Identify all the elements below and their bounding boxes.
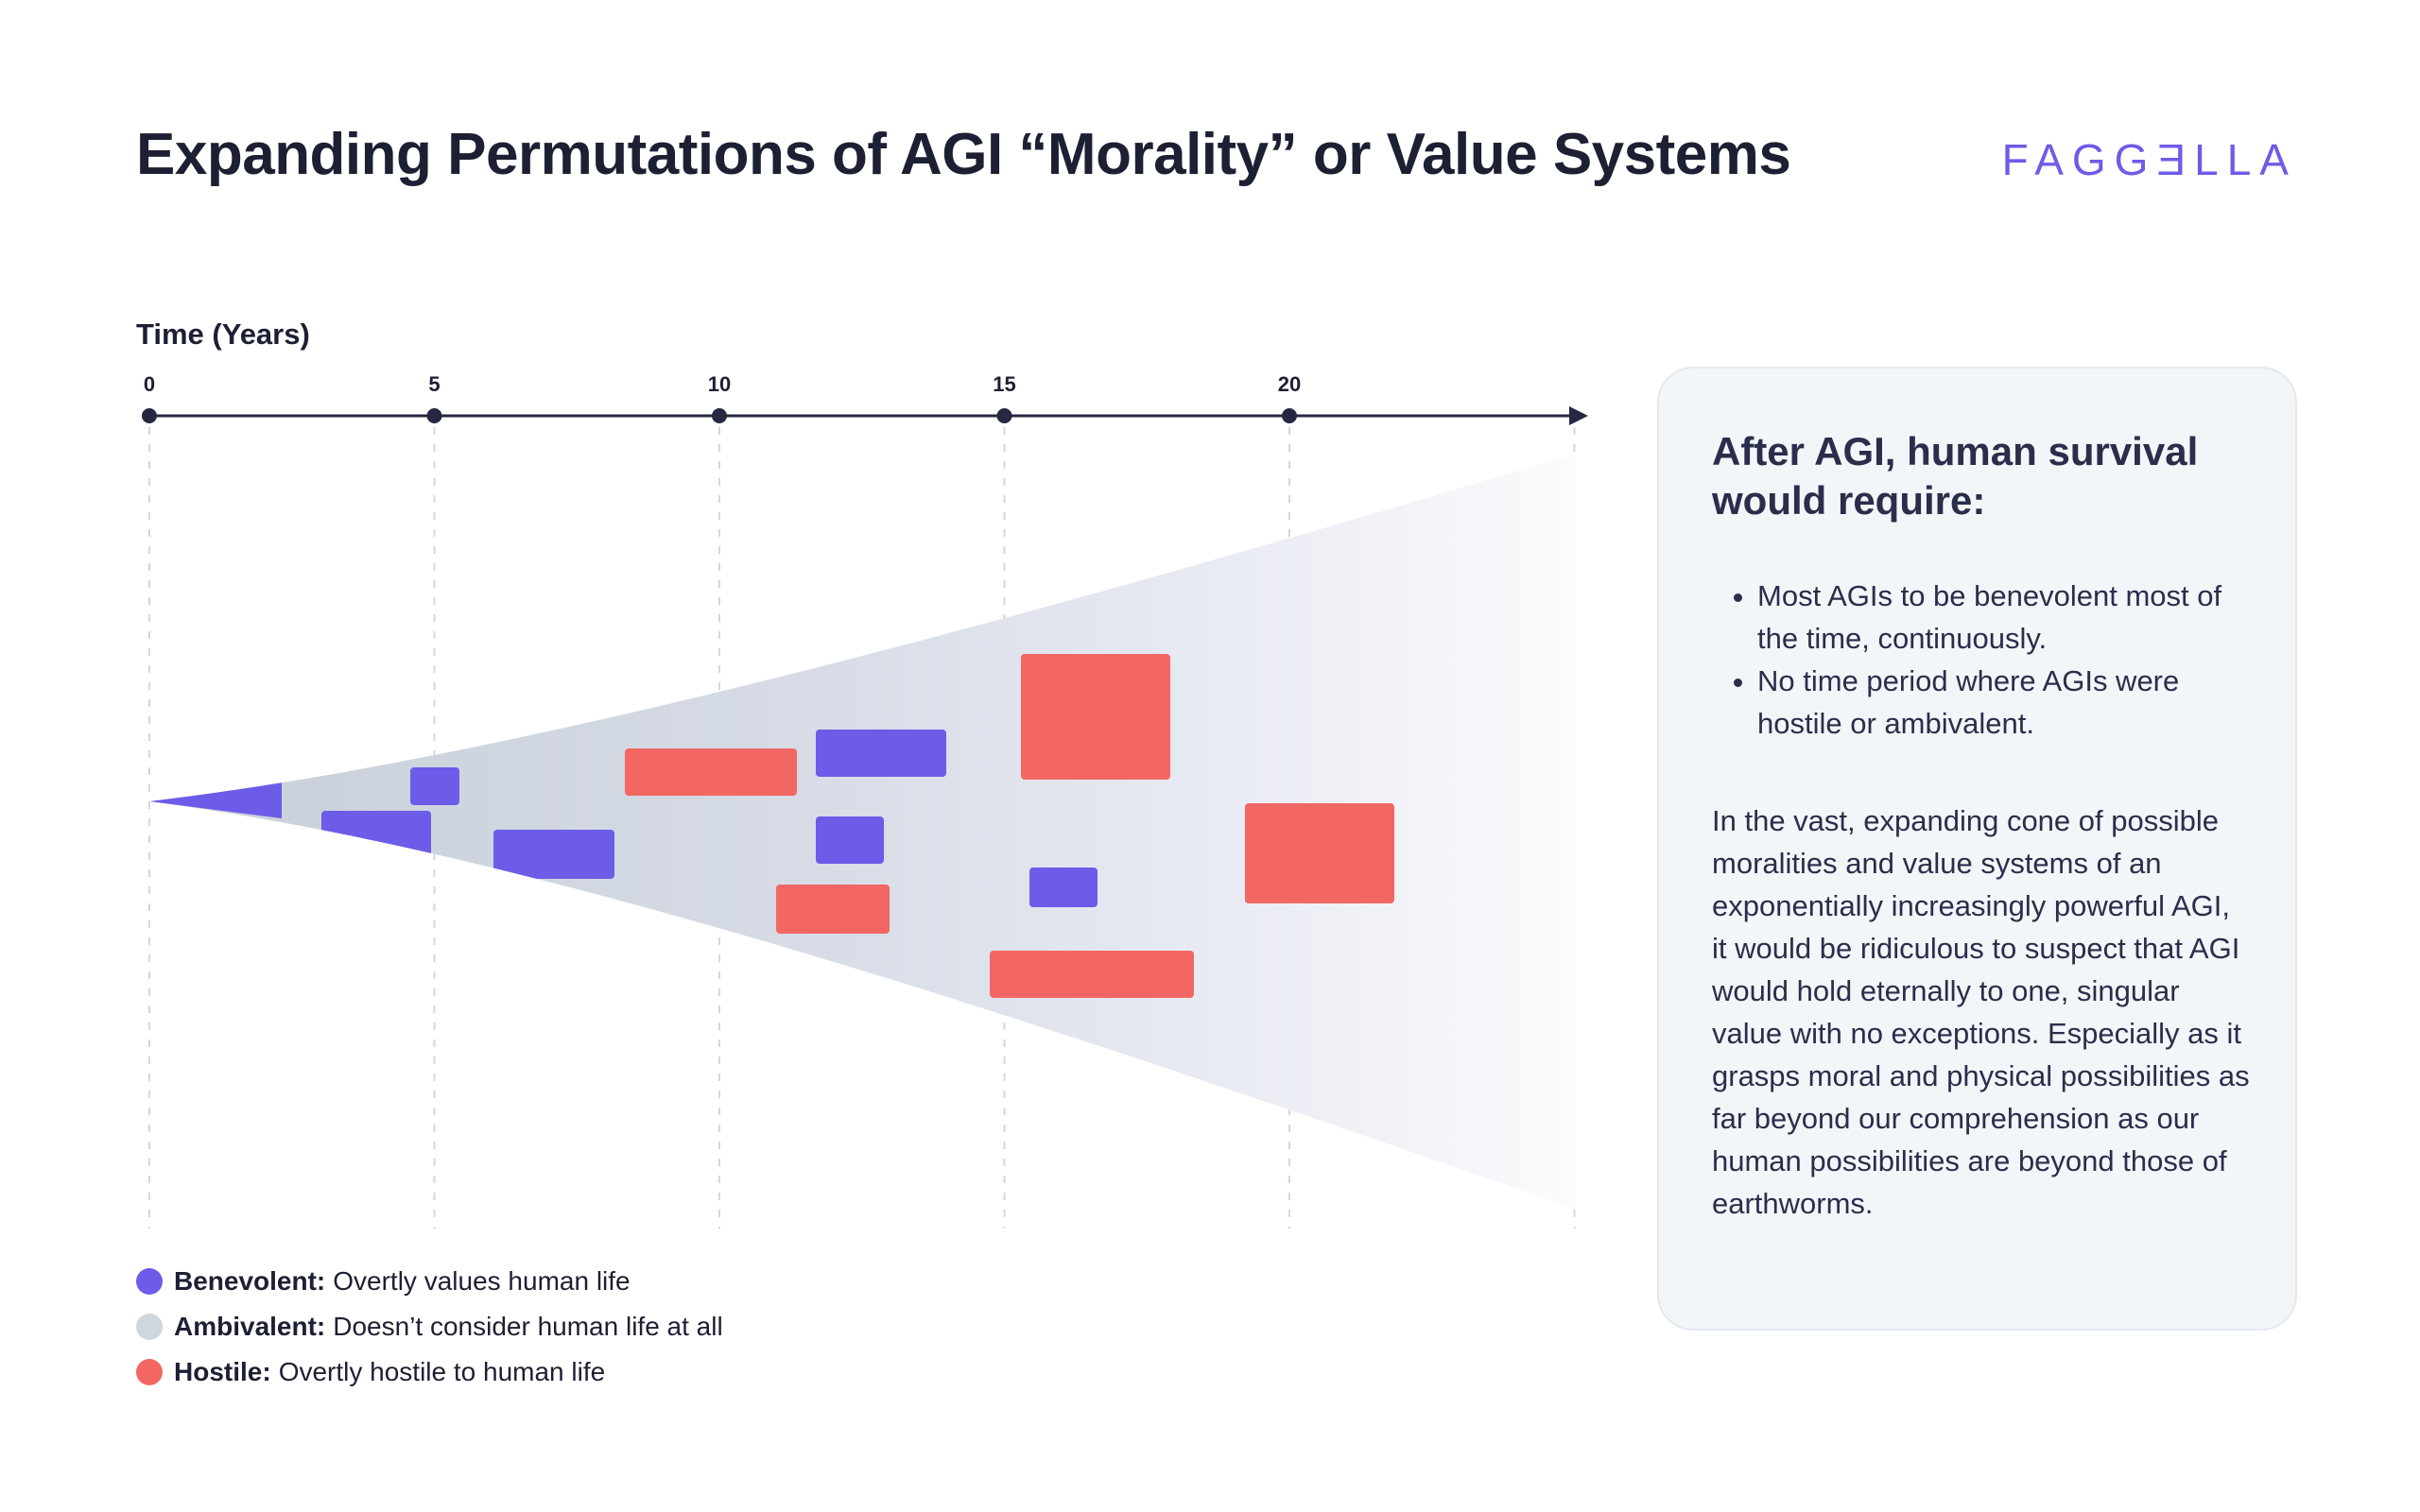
legend-description: Doesn’t consider human life at all [333, 1312, 723, 1341]
legend-item-ambivalent: Ambivalent: Doesn’t consider human life … [136, 1304, 723, 1349]
tick-label-year-5: 5 [428, 372, 440, 396]
hostile-block [1245, 803, 1394, 903]
tick-label-year-0: 0 [144, 372, 155, 396]
tick-label-year-15: 15 [993, 372, 1015, 396]
requirement-item: No time period where AGIs were hostile o… [1757, 660, 2242, 745]
tick-dot-year-10 [712, 408, 727, 423]
hostile-swatch [136, 1359, 163, 1385]
page-title: Expanding Permutations of AGI “Morality”… [136, 122, 1791, 187]
tick-dot-year-0 [142, 408, 157, 423]
legend-description: Overtly hostile to human life [278, 1357, 606, 1386]
time-axis-ticks: 0 5 10 15 20 [142, 372, 1301, 423]
legend-item-hostile: Hostile: Overtly hostile to human life [136, 1349, 723, 1395]
tick-label-year-10: 10 [708, 372, 731, 396]
morality-cone-diagram: 0 5 10 15 20 [142, 372, 1588, 1228]
requirements-list: Most AGIs to be benevolent most of the t… [1712, 575, 2242, 745]
legend-item-benevolent: Benevolent: Overtly values human life [136, 1259, 723, 1304]
legend-term: Benevolent: [174, 1266, 326, 1296]
benevolent-swatch [136, 1268, 163, 1295]
brand-logo: FAGGƎLLA [2001, 135, 2297, 184]
benevolent-block [816, 730, 946, 777]
info-panel: After AGI, human survival would require:… [1657, 367, 2297, 1331]
tick-dot-year-5 [426, 408, 442, 423]
legend-term: Ambivalent: [174, 1312, 326, 1341]
hostile-block [990, 951, 1194, 998]
benevolent-block [149, 782, 282, 818]
ambivalent-swatch [136, 1314, 163, 1340]
hostile-block [776, 885, 890, 934]
tick-dot-year-15 [996, 408, 1012, 423]
hostile-block [625, 748, 797, 796]
panel-heading: After AGI, human survival would require: [1712, 429, 2199, 523]
benevolent-block [493, 830, 614, 879]
tick-dot-year-20 [1282, 408, 1297, 423]
benevolent-block [816, 816, 884, 864]
benevolent-block [321, 811, 431, 864]
panel-body-text: In the vast, expanding cone of possible … [1712, 804, 2250, 1220]
tick-label-year-20: 20 [1278, 372, 1301, 396]
legend-term: Hostile: [174, 1357, 271, 1386]
requirement-item: Most AGIs to be benevolent most of the t… [1757, 575, 2242, 660]
hostile-block [1021, 654, 1170, 780]
time-axis-arrow [1569, 406, 1588, 425]
benevolent-block [1029, 868, 1098, 907]
benevolent-block [410, 767, 459, 805]
legend: Benevolent: Overtly values human life Am… [136, 1259, 723, 1395]
legend-description: Overtly values human life [333, 1266, 631, 1296]
axis-title: Time (Years) [136, 318, 310, 351]
